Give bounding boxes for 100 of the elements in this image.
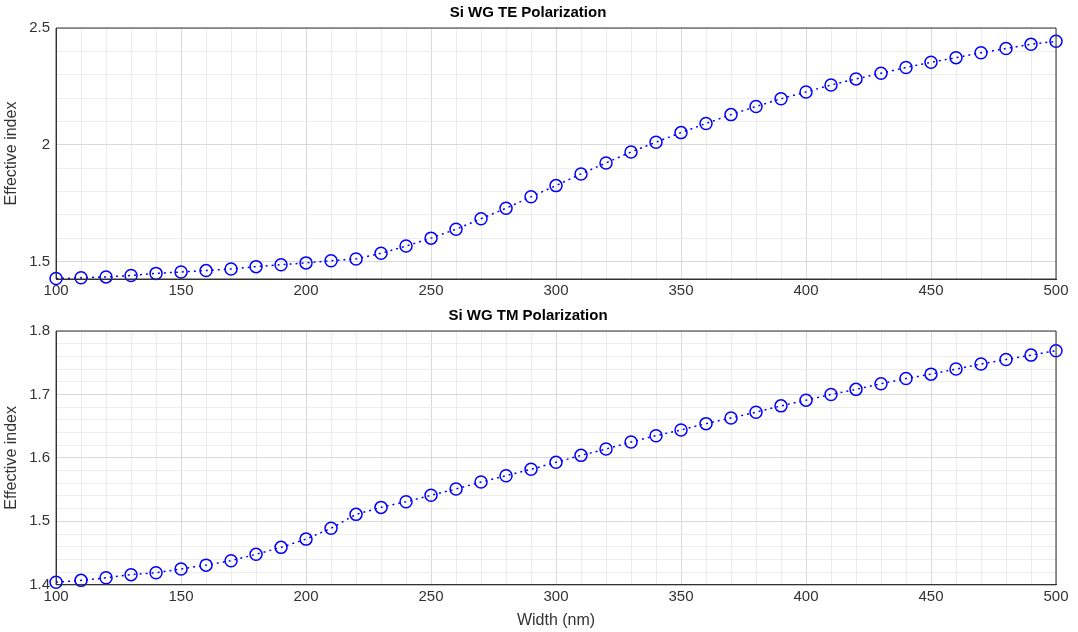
y-tick-label: 1.5 (29, 511, 51, 529)
point (299, 256, 313, 270)
x-tick-label: 150 (168, 281, 194, 299)
point (499, 468, 513, 483)
y-tick-label: 1.6 (29, 448, 51, 466)
point (749, 405, 763, 419)
point (74, 573, 88, 588)
point (949, 362, 963, 376)
point (99, 571, 113, 585)
point (824, 78, 838, 92)
point (874, 66, 888, 81)
y-tick-label: 1.5 (29, 251, 51, 269)
point (424, 231, 438, 245)
point (199, 263, 213, 278)
point (324, 521, 338, 536)
point (424, 488, 438, 503)
point (399, 494, 413, 509)
point (599, 156, 613, 170)
point (949, 50, 963, 65)
point (749, 99, 763, 114)
point (624, 145, 638, 159)
chart-title: Si WG TE Polarization (449, 3, 607, 21)
x-tick-label: 500 (1043, 281, 1069, 299)
point (724, 107, 738, 122)
point (224, 262, 238, 276)
y-tick-label: 1.8 (29, 321, 51, 339)
x-axis-title: Width (nm) (516, 610, 596, 628)
point (324, 254, 338, 268)
point (1024, 348, 1038, 362)
point (999, 41, 1013, 56)
point (524, 462, 538, 477)
x-tick-label: 250 (418, 586, 444, 604)
point (374, 500, 388, 515)
x-tick-label: 250 (418, 281, 444, 299)
point (174, 562, 188, 576)
point (474, 212, 488, 226)
point (224, 553, 238, 568)
point (124, 268, 138, 283)
point (699, 116, 713, 131)
x-tick-label: 450 (918, 586, 944, 604)
y-axis-title: Effective index (2, 101, 20, 206)
x-tick-label: 200 (293, 281, 319, 299)
x-tick-label: 400 (793, 281, 819, 299)
point (799, 393, 813, 407)
point (249, 547, 263, 562)
point (399, 239, 413, 253)
point (549, 455, 563, 470)
x-tick-label: 450 (918, 281, 944, 299)
point (549, 178, 563, 193)
y-tick-label: 2.5 (29, 18, 51, 36)
point (624, 435, 638, 449)
point (74, 271, 88, 285)
point (1024, 37, 1038, 52)
point (649, 428, 663, 443)
x-tick-label: 500 (1043, 586, 1069, 604)
x-tick-label: 300 (543, 586, 569, 604)
point (274, 258, 288, 272)
point (699, 416, 713, 431)
point (649, 135, 663, 149)
x-tick-label: 100 (43, 281, 69, 299)
y-tick-label: 1.7 (29, 384, 51, 402)
point (149, 266, 163, 281)
point (49, 575, 63, 590)
point (924, 55, 938, 70)
point (724, 411, 738, 425)
point (799, 85, 813, 99)
point (899, 371, 913, 386)
point (999, 352, 1013, 367)
point (49, 271, 63, 286)
point (449, 482, 463, 496)
point (574, 167, 588, 181)
point (499, 201, 513, 215)
point (374, 246, 388, 261)
point (924, 367, 938, 381)
point (274, 540, 288, 555)
point (599, 442, 613, 456)
point (874, 376, 888, 391)
point (1049, 34, 1063, 49)
point (574, 448, 588, 463)
point (974, 46, 988, 60)
point (774, 92, 788, 106)
point (824, 387, 838, 402)
chart-title: Si WG TM Polarization (448, 306, 608, 324)
point (349, 507, 363, 522)
x-tick-label: 300 (543, 281, 569, 299)
point (474, 475, 488, 489)
point (674, 423, 688, 437)
x-tick-label: 200 (293, 586, 319, 604)
point (774, 399, 788, 413)
point (524, 190, 538, 204)
x-tick-label: 400 (793, 586, 819, 604)
point (449, 222, 463, 237)
point (174, 265, 188, 279)
point (349, 252, 363, 266)
x-tick-label: 150 (168, 586, 194, 604)
point (849, 382, 863, 397)
point (899, 60, 913, 75)
x-tick-label: 350 (668, 281, 694, 299)
point (124, 567, 138, 582)
point (974, 357, 988, 371)
